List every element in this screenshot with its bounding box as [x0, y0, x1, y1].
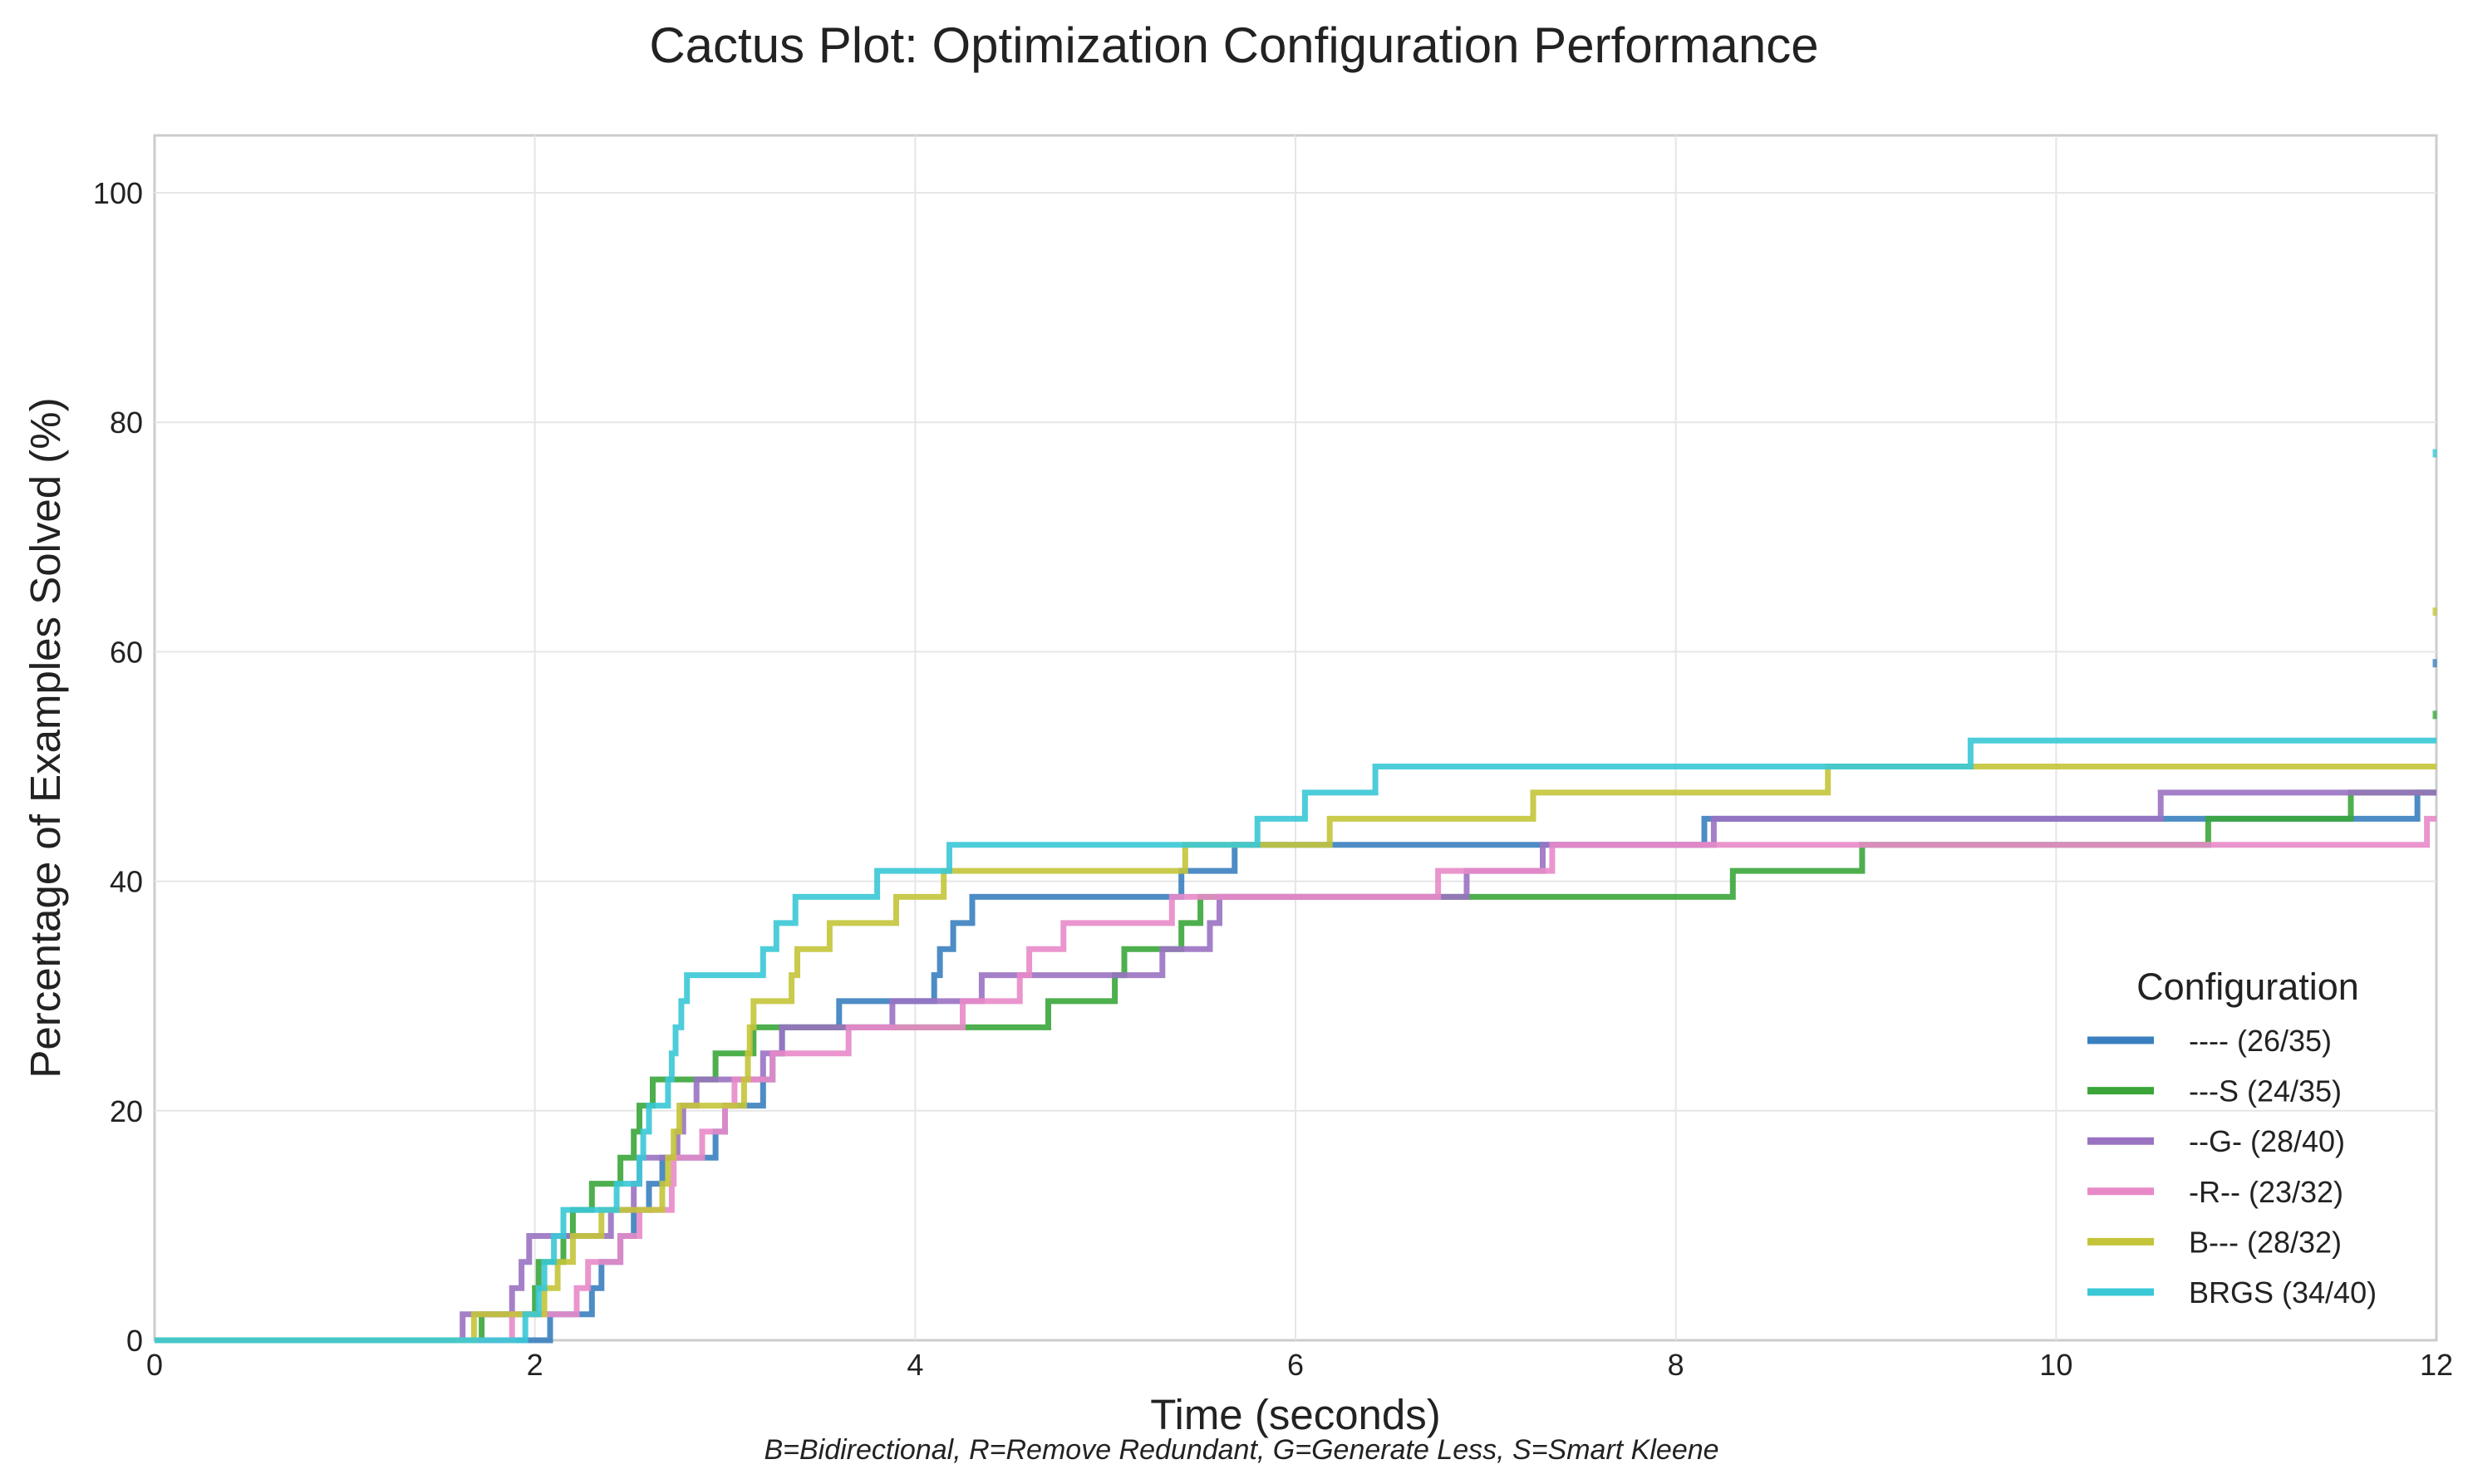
legend-label-1: ---S (24/35): [2189, 1074, 2342, 1108]
x-tick-label: 6: [1287, 1348, 1304, 1382]
legend-label-5: BRGS (34/40): [2189, 1275, 2377, 1310]
chart-title: Cactus Plot: Optimization Configuration …: [649, 17, 1818, 73]
y-tick-label: 100: [93, 176, 143, 210]
x-tick-label: 12: [2420, 1348, 2453, 1382]
y-tick-label: 20: [110, 1094, 143, 1128]
series-line-2: [155, 789, 2436, 1344]
legend-items: ---- (26/35) ---S (24/35) --G- (28/40) -R--…: [2087, 1024, 2377, 1310]
series-line-4: [155, 764, 2436, 1344]
x-tick-label: 8: [1668, 1348, 1684, 1382]
series-line-3: [155, 815, 2436, 1344]
grid-lines: [155, 135, 2436, 1340]
plot-area: [153, 134, 2438, 1344]
x-tick-label: 2: [527, 1348, 543, 1382]
x-axis-label: Time (seconds): [1150, 1391, 1441, 1438]
y-tick-label: 40: [110, 865, 143, 899]
y-axis-label: Percentage of Examples Solved (%): [22, 397, 69, 1078]
x-tick-label: 4: [907, 1348, 923, 1382]
x-tick-label: 0: [146, 1348, 163, 1382]
legend-label-3: -R-- (23/32): [2189, 1175, 2343, 1209]
legend-label-2: --G- (28/40): [2189, 1124, 2345, 1158]
x-tick-label: 10: [2039, 1348, 2072, 1382]
series-line-1: [155, 789, 2436, 1344]
legend-title: Configuration: [2136, 966, 2359, 1008]
axis-ticks: 0 2 4 6 8 10 12 0 20 40 60 80 100: [93, 176, 2453, 1382]
series-line-5: [155, 737, 2436, 1344]
legend-label-4: B--- (28/32): [2189, 1225, 2342, 1259]
y-tick-label: 60: [110, 635, 143, 669]
footnote: B=Bidirectional, R=Remove Redundant, G=G…: [764, 1434, 1718, 1466]
legend-label-0: ---- (26/35): [2189, 1024, 2332, 1058]
y-tick-label: 0: [126, 1324, 143, 1358]
series-lines: [155, 737, 2436, 1344]
y-tick-label: 80: [110, 405, 143, 440]
legend: Configuration ---- (26/35)---S (24/35)--…: [2087, 966, 2377, 1310]
